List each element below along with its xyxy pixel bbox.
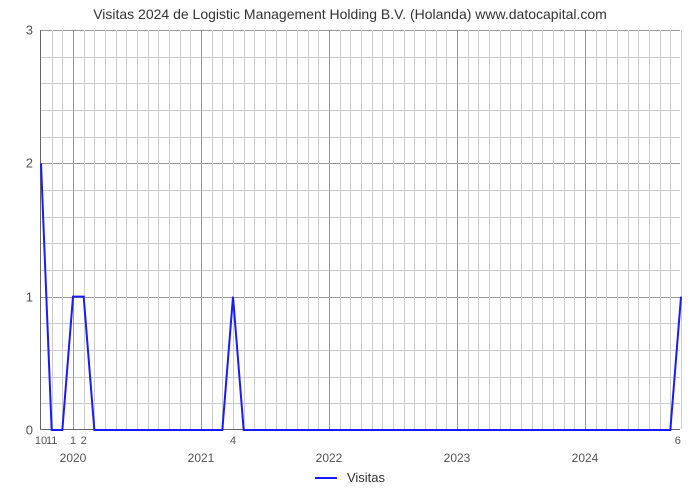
x-point-label: 4 [230,435,236,447]
x-point-label: 1 [70,435,76,447]
chart-title: Visitas 2024 de Logistic Management Hold… [0,6,700,22]
y-tick-label: 3 [26,23,33,38]
legend-label: Visitas [347,470,385,485]
x-point-label: 2 [81,435,87,447]
y-tick-label: 1 [26,289,33,304]
y-tick-label: 0 [26,423,33,438]
y-tick-label: 2 [26,156,33,171]
chart-container: Visitas 2024 de Logistic Management Hold… [0,0,700,500]
x-year-label: 2021 [188,451,215,465]
x-point-label: 11 [46,435,57,447]
x-point-label: 6 [675,435,681,447]
x-year-label: 2023 [444,451,471,465]
grid-v-minor [681,30,682,429]
legend: Visitas [315,470,385,485]
plot-area: 01232020202120222023202410111246 [40,30,680,430]
x-year-label: 2022 [316,451,343,465]
series-line [41,30,681,430]
x-year-label: 2020 [60,451,87,465]
x-year-label: 2024 [572,451,599,465]
legend-swatch [315,477,337,479]
